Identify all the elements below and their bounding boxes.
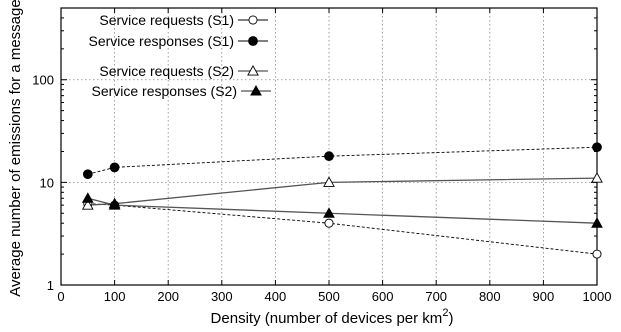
x-axis-title-superscript: 2: [442, 307, 448, 319]
x-tick-label: 0: [57, 289, 64, 304]
open-triangle-marker: [247, 64, 259, 76]
x-tick-label: 500: [318, 289, 340, 304]
open-circle-marker: [248, 15, 258, 25]
legend-label: Service responses (S1): [88, 33, 234, 49]
series-lines: [81, 142, 603, 259]
filled-triangle-marker: [250, 84, 262, 96]
legend-label: Service responses (S2): [91, 83, 237, 99]
x-tick-label: 900: [533, 289, 555, 304]
filled-triangle-marker: [323, 207, 335, 218]
filled-circle-marker: [109, 162, 120, 173]
filled-triangle-marker: [108, 199, 121, 210]
grid: [61, 8, 597, 286]
legend-label: Service requests (S1): [99, 12, 234, 28]
series-line: [87, 146, 598, 175]
x-tick-label: 700: [425, 289, 447, 304]
x-tick-label: 100: [104, 289, 126, 304]
y-tick-label: 100: [32, 73, 54, 88]
filled-circle-marker: [248, 36, 258, 46]
open-triangle-marker: [591, 172, 603, 183]
y-tick-label: 1: [47, 278, 54, 293]
open-circle-marker: [324, 218, 334, 228]
series-line: [87, 203, 598, 255]
x-tick-label: 1000: [583, 289, 612, 304]
x-tick-label: 200: [157, 289, 179, 304]
filled-triangle-marker: [81, 192, 94, 203]
legend-label: Service requests (S2): [99, 63, 234, 79]
open-triangle-marker: [81, 199, 94, 210]
open-triangle-marker: [323, 176, 335, 187]
legend: Service requests (S1) Service responses (…: [88, 12, 271, 99]
axes: 0 100 200 300 400 500 600 700 800 900 1000 1 10 100: [32, 7, 612, 304]
y-tick-label: 10: [40, 175, 54, 190]
filled-circle-marker: [82, 169, 93, 180]
x-axis-title-text: Density (number of devices per km: [211, 310, 443, 327]
x-tick-label: 400: [265, 289, 287, 304]
x-axis-title: Density (number of devices per km2): [211, 307, 454, 327]
filled-triangle-marker: [591, 217, 603, 228]
plot-frame: [60, 7, 598, 286]
series-line: [87, 197, 598, 224]
series-line: [87, 177, 598, 206]
filled-circle-marker: [324, 151, 334, 162]
filled-circle-marker: [592, 142, 602, 153]
x-axis-title-close: ): [448, 310, 453, 327]
x-tick-label: 600: [372, 289, 394, 304]
x-tick-label: 300: [211, 289, 233, 304]
x-tick-label: 800: [479, 289, 501, 304]
open-circle-marker: [592, 249, 602, 259]
y-axis-title: Average number of emissions for a messag…: [7, 0, 24, 297]
